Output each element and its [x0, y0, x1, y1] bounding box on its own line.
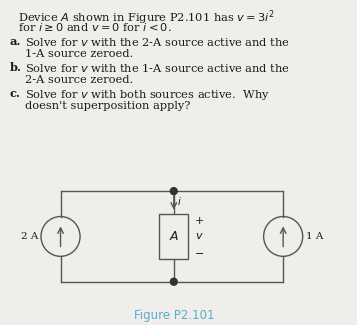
Text: a.: a. [10, 36, 21, 47]
Text: Figure P2.101: Figure P2.101 [134, 309, 214, 322]
Text: 2 A: 2 A [21, 232, 38, 241]
Text: c.: c. [10, 88, 21, 98]
Text: 1-A source zeroed.: 1-A source zeroed. [25, 49, 134, 59]
Text: doesn't superposition apply?: doesn't superposition apply? [25, 100, 191, 110]
Text: $v$: $v$ [195, 231, 203, 241]
Text: +: + [195, 215, 204, 226]
Text: for $i \geq 0$ and $v = 0$ for $i < 0$.: for $i \geq 0$ and $v = 0$ for $i < 0$. [17, 21, 171, 33]
Circle shape [170, 278, 177, 285]
Text: $A$: $A$ [169, 230, 179, 243]
Circle shape [170, 188, 177, 195]
Text: Solve for $v$ with the 2-A source active and the: Solve for $v$ with the 2-A source active… [25, 36, 290, 48]
Text: 1 A: 1 A [306, 232, 323, 241]
Text: 2-A source zeroed.: 2-A source zeroed. [25, 75, 134, 85]
Text: Device $A$ shown in Figure P2.101 has $v = 3i^2$: Device $A$ shown in Figure P2.101 has $v… [17, 8, 274, 27]
Text: $i$: $i$ [177, 195, 182, 207]
Bar [159, 214, 188, 259]
Text: $-$: $-$ [194, 247, 204, 257]
Text: b.: b. [10, 62, 22, 73]
Text: Solve for $v$ with the 1-A source active and the: Solve for $v$ with the 1-A source active… [25, 62, 290, 74]
Text: Solve for $v$ with both sources active.  Why: Solve for $v$ with both sources active. … [25, 88, 270, 102]
